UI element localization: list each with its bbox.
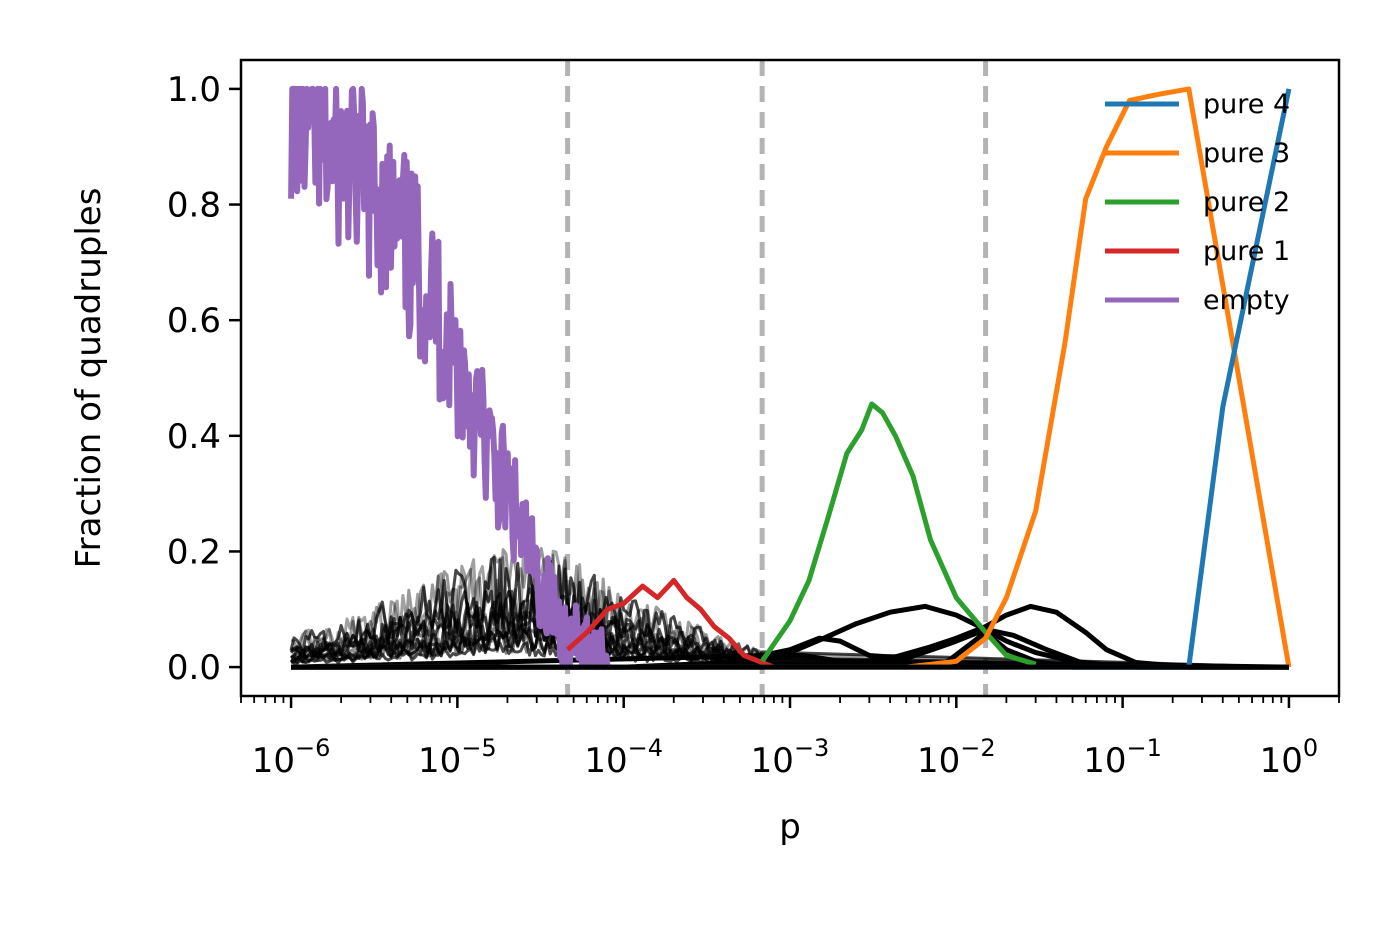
x-tick-label: 100 — [1260, 734, 1319, 781]
y-axis-ticks: 0.0 0.2 0.4 0.6 0.8 1.0 — [167, 70, 241, 688]
noise-curve-14 — [290, 624, 1289, 669]
legend-label-pure-3: pure 3 — [1203, 138, 1290, 169]
y-tick-label: 0.6 — [167, 301, 221, 341]
y-axis-label: Fraction of quadruples — [69, 188, 109, 569]
intermediate-curve-3 — [291, 627, 1289, 670]
series-line-pure-1 — [565, 577, 775, 670]
x-tick-label: 10−3 — [751, 734, 830, 781]
y-tick-label: 0.2 — [167, 532, 221, 572]
y-tick-label: 0.4 — [167, 417, 221, 457]
x-tick-label: 10−1 — [1083, 734, 1162, 781]
x-tick-label: 10−2 — [917, 734, 996, 781]
legend-label-pure-2: pure 2 — [1203, 187, 1290, 218]
series-lines — [288, 85, 1292, 671]
y-tick-label: 0.0 — [167, 648, 221, 688]
noise-curves — [289, 544, 1289, 669]
legend: pure 4 pure 3 pure 2 pure 1 empty — [1105, 89, 1290, 316]
series-line-pure-3 — [291, 86, 1292, 670]
noise-curve-13 — [289, 555, 1289, 669]
series-line-empty — [288, 85, 611, 671]
x-axis-ticks: 10−6 10−5 10−4 10−3 10−2 10−1 100 — [240, 696, 1340, 781]
x-tick-label: 10−4 — [584, 734, 663, 781]
series-line-pure-2 — [760, 401, 1037, 667]
x-tick-label: 10−6 — [252, 734, 331, 781]
legend-label-pure-1: pure 1 — [1203, 236, 1290, 267]
y-tick-label: 0.8 — [167, 186, 221, 226]
y-tick-label: 1.0 — [167, 70, 221, 110]
x-axis-label: p — [779, 807, 801, 847]
legend-label-empty: empty — [1203, 285, 1290, 316]
x-tick-label: 10−5 — [418, 734, 497, 781]
legend-label-pure-4: pure 4 — [1203, 89, 1290, 120]
